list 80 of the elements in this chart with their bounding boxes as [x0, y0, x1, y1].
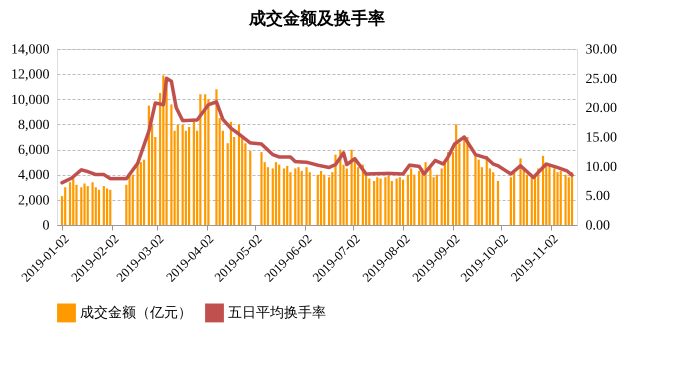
bar [86, 186, 89, 225]
bar [316, 174, 319, 225]
bar [102, 186, 105, 225]
y2-tick-label: 20.00 [586, 101, 617, 116]
bar [83, 184, 86, 225]
bar [402, 180, 404, 225]
bar [68, 182, 72, 225]
bar [556, 172, 559, 225]
y2-tick-label: 5.00 [586, 189, 610, 204]
bar [384, 177, 386, 225]
bar [418, 170, 420, 225]
y-tick-label: 0 [42, 218, 50, 234]
y-tick-label: 8,000 [18, 118, 50, 133]
bar [346, 168, 348, 225]
bar [282, 168, 286, 225]
bar [496, 181, 500, 225]
bar [278, 164, 280, 225]
y2-tick-label: 15.00 [586, 130, 617, 146]
bar [436, 174, 438, 225]
bar [64, 187, 66, 225]
y-tick-label: 12,000 [11, 68, 50, 83]
bar [106, 188, 108, 225]
bar [98, 190, 100, 225]
bar [176, 124, 179, 225]
bar [182, 124, 184, 225]
y2-tick-label: 30.00 [586, 42, 617, 58]
bar [429, 168, 432, 225]
bar [274, 162, 278, 225]
bar [410, 168, 412, 225]
y-tick-label: 6,000 [18, 143, 50, 158]
bar [373, 181, 376, 225]
y-tick-label: 2,000 [18, 193, 50, 208]
bar [142, 160, 146, 225]
bar [204, 94, 206, 225]
bar [109, 190, 112, 225]
bar [530, 176, 533, 225]
y-tick-label: 4,000 [18, 168, 50, 184]
legend-label: 五日平均换手率 [228, 304, 326, 321]
bar [339, 150, 342, 225]
bar [486, 156, 488, 225]
bar [132, 174, 134, 225]
bar [260, 152, 263, 225]
bar [564, 174, 567, 225]
y2-tick-label: 25.00 [586, 72, 617, 87]
bar [537, 168, 540, 225]
bar [560, 170, 562, 225]
bar [80, 187, 82, 225]
bar [387, 176, 390, 225]
bar [249, 150, 252, 225]
bar [188, 126, 190, 225]
bar [553, 168, 556, 225]
bar [72, 178, 74, 225]
bar [286, 166, 288, 225]
bar [294, 168, 296, 225]
bar [492, 172, 494, 225]
bar [297, 167, 300, 225]
y-tick-label: 10,000 [11, 92, 50, 108]
bar [368, 178, 370, 225]
y-tick-label: 14,000 [11, 42, 50, 58]
bar [510, 177, 512, 225]
bar [379, 178, 382, 225]
y2-tick-label: 0.00 [586, 218, 610, 234]
bar [140, 162, 142, 225]
bar [376, 177, 378, 225]
bar [170, 104, 172, 225]
y2-tick-label: 10.00 [586, 160, 617, 175]
bar [463, 140, 466, 225]
chart-title: 成交金额及换手率 [248, 9, 385, 28]
bar [320, 170, 322, 225]
bar [396, 178, 398, 225]
bar [300, 170, 303, 225]
bar [398, 177, 401, 225]
line-series [60, 76, 574, 185]
bar [305, 167, 308, 225]
bar [192, 122, 196, 225]
legend-label: 成交金额（亿元） [80, 304, 192, 321]
bar [91, 182, 94, 225]
bar [455, 124, 458, 225]
bar [478, 160, 480, 225]
bar [323, 174, 326, 225]
